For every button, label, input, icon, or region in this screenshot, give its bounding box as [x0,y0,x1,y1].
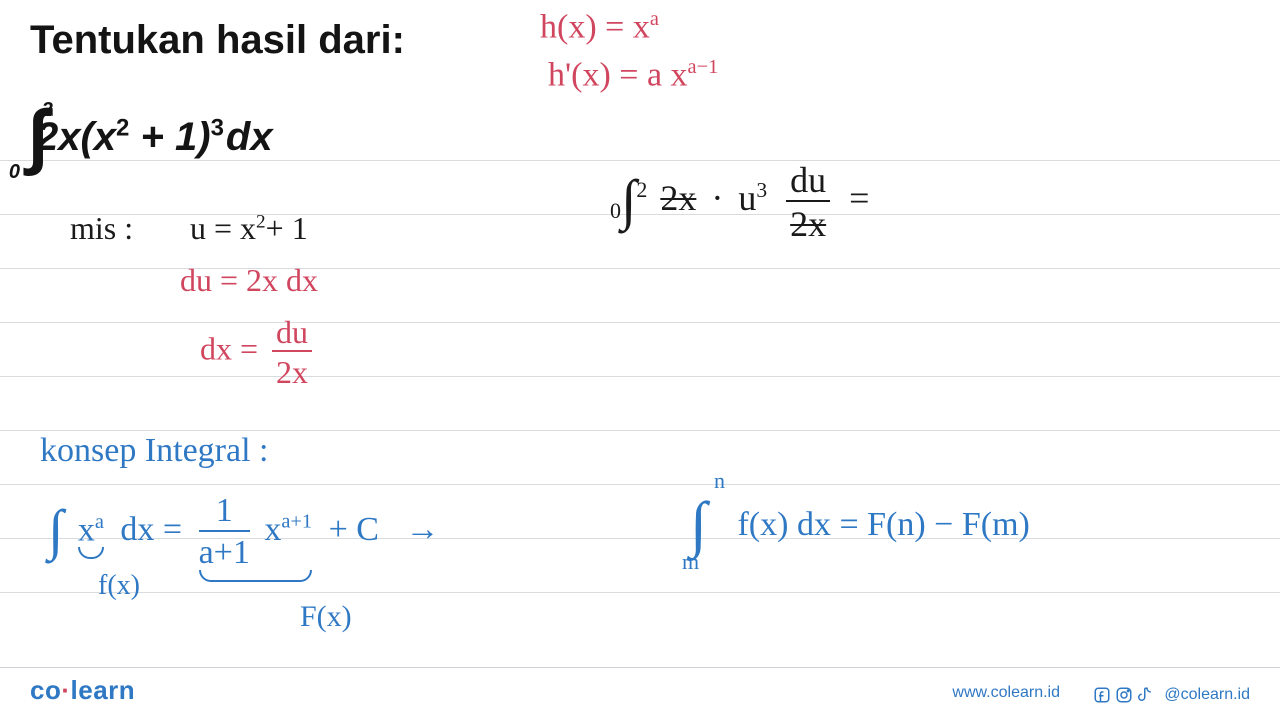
rw-lower: 0 [610,198,621,223]
rw-u: u [738,178,756,218]
dx-pre: dx = [200,330,258,366]
indef-x: x [78,511,95,548]
u-def-post: + 1 [266,210,308,246]
substitution-du: du = 2x dx [180,262,318,299]
concept-capfx-label: F(x) [300,600,352,634]
tiktok-icon [1138,686,1156,704]
rw-upper: 2 [636,177,647,202]
rw-frac-den: 2x [786,202,830,242]
instagram-icon [1115,686,1133,704]
u-def-exp: 2 [256,211,266,232]
concept-heading: konsep Integral : [40,432,269,470]
problem-title: Tentukan hasil dari: [30,18,405,63]
footer-website[interactable]: www.colearn.id [952,684,1060,702]
indef-dx-eq: dx = [120,511,182,548]
int-upper: 2 [42,99,53,121]
rewritten-integral: 0∫2 2x · u3 du 2x = [610,160,869,242]
facebook-icon [1093,686,1111,704]
power-rule-line2-exp: a−1 [688,56,719,78]
rw-equals: = [849,178,869,218]
def-upper: n [714,468,725,494]
integrand-part3: dx [226,115,273,159]
social-handle: @colearn.id [1164,686,1250,703]
concept-indefinite: ∫ xa dx = 1 a+1 xa+1 + C → [48,490,457,572]
concept-fx-label: f(x) [98,570,140,602]
rw-cancel-2x: 2x [660,178,696,218]
indef-frac-den: a+1 [199,532,250,570]
power-rule-line1-lhs: h(x) = x [540,8,650,45]
power-rule-line2: h'(x) = a xa−1 [548,56,718,94]
substitution-u-def: u = x2+ 1 [190,210,308,247]
rw-u-exp: 3 [756,178,767,202]
def-lower: m [682,549,699,575]
indef-exp-a: a [95,511,104,533]
int-lower: 0 [9,161,20,183]
substitution-label: mis : [70,210,133,247]
problem-integral: ∫202x(x2 + 1)3dx [28,90,273,162]
u-def-pre: u = x [190,210,256,246]
indef-plus-c: + C [329,511,379,548]
indef-rhs-exp: a+1 [281,511,312,533]
integrand-part2: + 1) [129,115,210,159]
power-rule-line2-lhs: h'(x) = a x [548,56,688,93]
indef-rhs-x: x [264,511,281,548]
integrand-exp1: 2 [116,115,129,142]
power-rule-line1-exp: a [650,8,659,30]
brand-left: co [30,675,61,705]
footer-social[interactable]: @colearn.id [1093,686,1250,704]
substitution-dx: dx = du 2x [200,316,312,388]
def-integrand: f(x) dx = F(n) − F(m) [737,506,1029,543]
brand-logo: co·learn [30,675,135,706]
dx-frac-num: du [272,316,312,352]
rw-frac-num: du [786,162,830,202]
concept-arrow: → [405,511,439,548]
brand-right: learn [71,675,136,705]
dx-frac-den: 2x [272,352,312,388]
integrand-exp2: 3 [211,115,224,142]
indef-frac-num: 1 [199,494,250,532]
concept-definite: ∫ n m f(x) dx = F(n) − F(m) [690,480,1030,551]
rw-dot: · [711,178,723,218]
power-rule-line1: h(x) = xa [540,8,659,46]
footer-divider [0,667,1280,668]
